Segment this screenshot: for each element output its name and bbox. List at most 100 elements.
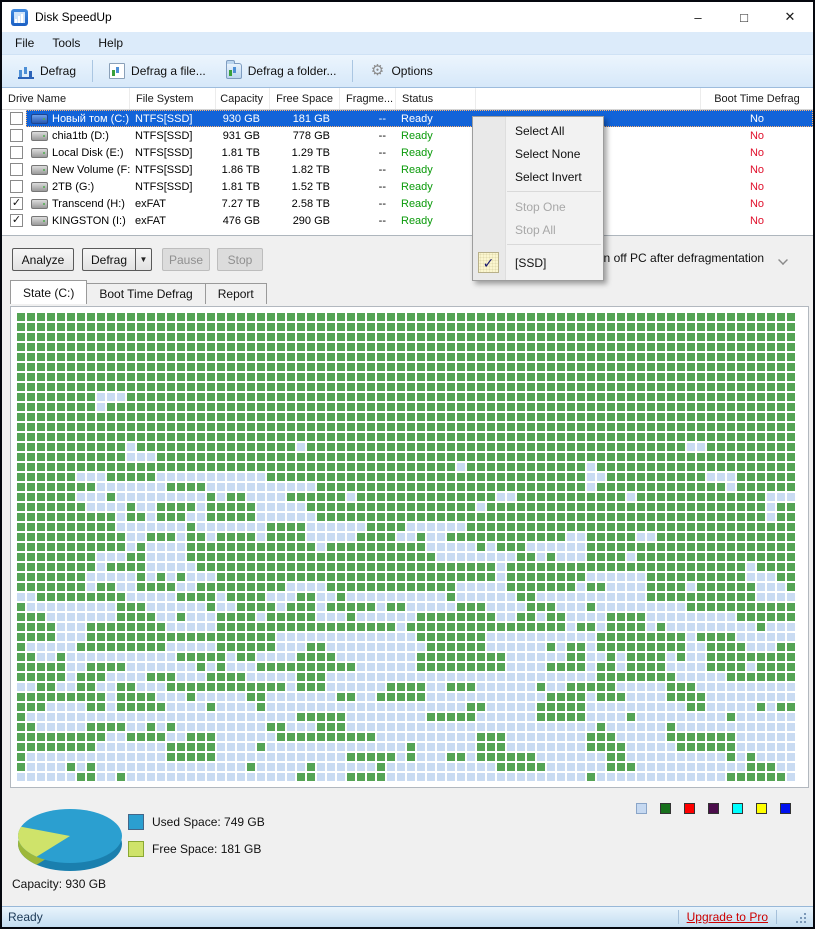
options-button[interactable]: ⚙ Options (359, 58, 442, 84)
drive-checkbox[interactable]: ✓ (10, 197, 23, 210)
close-button[interactable]: ✕ (784, 9, 796, 24)
used-block (47, 313, 55, 321)
free-block (327, 763, 335, 771)
menu-help[interactable]: Help (98, 36, 124, 50)
used-block (517, 343, 525, 351)
used-block (747, 473, 755, 481)
free-block (257, 483, 265, 491)
context-menu-item-select-all[interactable]: Select All (515, 123, 565, 138)
used-block (557, 613, 565, 621)
chevron-down-icon[interactable] (777, 254, 789, 262)
used-block (37, 423, 45, 431)
free-block (187, 663, 195, 671)
maximize-button[interactable]: □ (740, 9, 748, 25)
used-block (717, 333, 725, 341)
drive-row-4[interactable]: New Volume (F:) NTFS[SSD] 1.86 TB 1.82 TB --… (2, 161, 813, 178)
drive-row-2[interactable]: chia1tb (D:) NTFS[SSD] 931 GB 778 GB -- Ready… (2, 127, 813, 144)
used-block (137, 613, 145, 621)
used-block (77, 583, 85, 591)
used-block (37, 353, 45, 361)
col-file-system[interactable]: File System (130, 88, 216, 109)
used-block (717, 573, 725, 581)
used-block (387, 453, 395, 461)
used-block (787, 363, 795, 371)
used-block (777, 603, 785, 611)
free-block (297, 483, 305, 491)
free-block (197, 673, 205, 681)
defrag-dropdown-arrow-icon[interactable]: ▼ (135, 249, 151, 270)
resize-grip[interactable] (793, 910, 807, 924)
context-menu-item-ssd[interactable]: [SSD] ✓ (473, 248, 603, 278)
free-block (487, 723, 495, 731)
free-block (177, 643, 185, 651)
used-block (777, 363, 785, 371)
menu-tools[interactable]: Tools (52, 36, 81, 50)
drive-checkbox[interactable] (2, 161, 26, 178)
used-block (237, 393, 245, 401)
col-fragment[interactable]: Fragme... (340, 88, 396, 109)
free-block (177, 713, 185, 721)
used-block (37, 623, 45, 631)
checked-checkbox-icon[interactable]: ✓ (478, 252, 499, 273)
free-block (367, 693, 375, 701)
used-block (647, 373, 655, 381)
drive-checkbox[interactable] (2, 144, 26, 161)
used-block (177, 403, 185, 411)
used-block (67, 343, 75, 351)
upgrade-to-pro-link[interactable]: Upgrade to Pro (686, 910, 768, 924)
free-block (537, 613, 545, 621)
free-block (787, 713, 795, 721)
used-block (457, 573, 465, 581)
free-block (767, 713, 775, 721)
used-block (477, 483, 485, 491)
used-block (777, 323, 785, 331)
col-status[interactable]: Status (396, 88, 476, 109)
free-block (377, 733, 385, 741)
drive-checkbox[interactable]: ✓ (10, 214, 23, 227)
used-block (517, 433, 525, 441)
col-free-space[interactable]: Free Space (270, 88, 340, 109)
col-drive-name[interactable]: Drive Name (2, 88, 130, 109)
analyze-button[interactable]: Analyze (12, 248, 74, 271)
used-block (297, 363, 305, 371)
used-block (17, 443, 25, 451)
defrag-toolbar-button[interactable]: Defrag (8, 58, 86, 84)
drive-checkbox[interactable] (2, 110, 26, 127)
free-block (387, 713, 395, 721)
minimize-button[interactable]: – (694, 9, 702, 25)
tab-report[interactable]: Report (204, 283, 267, 304)
context-menu-item-select-none[interactable]: Select None (515, 146, 581, 161)
drive-row-3[interactable]: Local Disk (E:) NTFS[SSD] 1.81 TB 1.29 TB --… (2, 144, 813, 161)
free-block (527, 703, 535, 711)
used-block (447, 333, 455, 341)
used-block (557, 333, 565, 341)
used-block (297, 523, 305, 531)
used-block (277, 423, 285, 431)
free-block (407, 523, 415, 531)
drive-row-5[interactable]: 2TB (G:) NTFS[SSD] 1.81 TB 1.52 TB -- Ready No (2, 178, 813, 195)
free-block (247, 743, 255, 751)
drive-row-7[interactable]: ✓ KINGSTON (I:) exFAT 476 GB 290 GB -- Ready No (2, 212, 813, 229)
context-menu-item-select-invert[interactable]: Select Invert (515, 169, 582, 184)
used-block (337, 363, 345, 371)
drive-checkbox[interactable] (2, 178, 26, 195)
defrag-folder-button[interactable]: Defrag a folder... (216, 58, 347, 84)
free-block (517, 683, 525, 691)
defrag-button[interactable]: Defrag ▼ (82, 248, 152, 271)
menu-file[interactable]: File (15, 36, 35, 50)
used-block (397, 333, 405, 341)
used-block (57, 453, 65, 461)
used-block (427, 633, 435, 641)
drive-row-1[interactable]: Новый том (C:) NTFS[SSD] 930 GB 181 GB -- Rea… (2, 110, 813, 127)
col-capacity[interactable]: Capacity (216, 88, 270, 109)
col-boot-time-defrag[interactable]: Boot Time Defrag (714, 92, 800, 105)
tab-boot-time-defrag[interactable]: Boot Time Defrag (86, 283, 206, 304)
used-block (507, 563, 515, 571)
defrag-file-button[interactable]: Defrag a file... (99, 58, 216, 84)
drive-checkbox[interactable] (2, 127, 26, 144)
tab-state-c[interactable]: State (C:) (10, 280, 88, 304)
free-block (627, 723, 635, 731)
drive-row-6[interactable]: ✓ Transcend (H:) exFAT 7.27 TB 2.58 TB -- Read… (2, 195, 813, 212)
used-block (237, 613, 245, 621)
used-block (497, 363, 505, 371)
